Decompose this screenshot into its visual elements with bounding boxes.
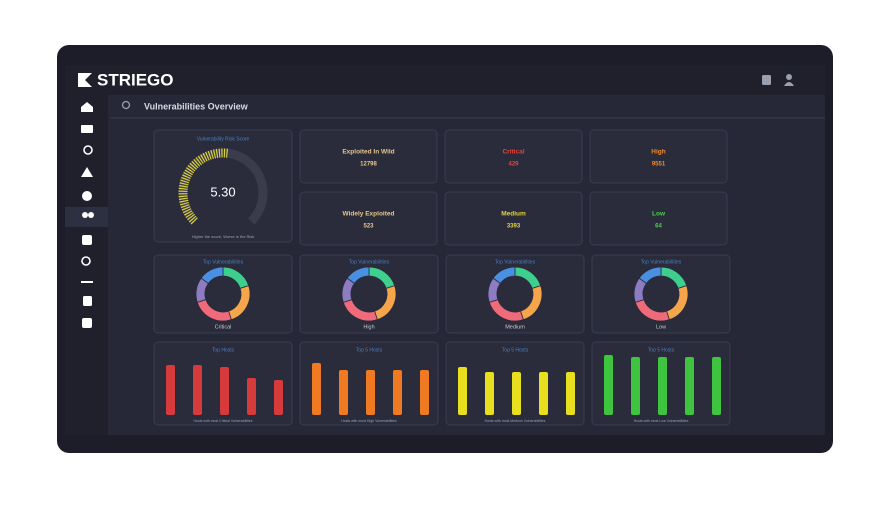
stat-label: Medium	[501, 211, 526, 218]
logo-icon	[78, 73, 92, 87]
donut-segment	[492, 266, 516, 284]
stat-value: 9551	[652, 162, 666, 168]
nav-users-2	[88, 212, 94, 218]
donut-label: Low	[656, 324, 666, 330]
donut-title: Top Vulnerabilities	[641, 259, 682, 265]
bar	[604, 355, 613, 415]
bar	[631, 357, 640, 415]
donut-title: Top Vulnerabilities	[495, 259, 536, 265]
donut-label: High	[363, 324, 374, 330]
stat-label: Widely Exploited	[343, 211, 395, 218]
bar-title: Top 5 Hosts	[502, 347, 529, 353]
bar	[458, 367, 467, 415]
bar	[685, 357, 694, 415]
panel	[444, 191, 583, 246]
panel	[445, 254, 585, 334]
page-title: Vulnerabilities Overview	[144, 101, 249, 111]
bar	[393, 370, 402, 415]
bar	[312, 363, 321, 415]
bar-caption: Hosts with most High Vulnerabilities	[341, 419, 397, 423]
gauge-fill	[178, 148, 230, 225]
donut-segment	[200, 266, 224, 284]
nav-report[interactable]	[83, 296, 92, 306]
panel	[589, 129, 728, 184]
nav-alert[interactable]	[81, 167, 93, 177]
search-icon[interactable]	[121, 100, 131, 110]
donut-label: Critical	[215, 324, 232, 330]
bar	[420, 370, 429, 415]
gauge-title: Vulnerability Risk Score	[197, 136, 250, 142]
stat-label: Exploited In Wild	[342, 149, 394, 156]
donut-segment	[638, 266, 662, 284]
donut-title: Top Vulnerabilities	[349, 259, 390, 265]
bar	[485, 372, 494, 415]
bar-title: Top 5 Hosts	[648, 347, 675, 353]
bar	[658, 357, 667, 415]
panel	[153, 254, 293, 334]
panel	[591, 254, 731, 334]
nav-check[interactable]	[82, 191, 92, 201]
user-icon-body	[784, 82, 794, 86]
top-bar	[65, 65, 825, 95]
gauge-caption: Higher the score, Worse is the Risk	[192, 234, 255, 239]
stat-label: Low	[652, 211, 666, 218]
nav-monitor[interactable]	[81, 125, 93, 133]
nav-scan[interactable]	[81, 256, 91, 266]
panel	[444, 129, 583, 184]
nav-home[interactable]	[81, 102, 93, 112]
bar	[166, 365, 175, 415]
bar-caption: Hosts with most Medium Vulnerabilities	[485, 419, 546, 423]
donut-segment	[346, 266, 370, 284]
panel	[589, 191, 728, 246]
stat-value: 3393	[507, 224, 521, 230]
stat-value: 64	[655, 224, 662, 230]
bar-title: Top Hosts	[212, 347, 235, 353]
panel	[299, 191, 438, 246]
brand: STRIEGO	[97, 70, 174, 89]
stat-label: Critical	[502, 149, 524, 156]
bar	[539, 372, 548, 415]
bar	[274, 380, 283, 415]
bar	[193, 365, 202, 415]
gauge-value: 5.30	[210, 184, 235, 199]
docs-icon[interactable]	[762, 75, 771, 85]
stat-value: 429	[508, 162, 519, 168]
bar	[366, 370, 375, 415]
nav-logout[interactable]	[82, 318, 92, 328]
bar-caption: Hosts with most Low Vulnerabilities	[634, 419, 689, 423]
nav-search[interactable]	[83, 145, 93, 155]
bar-title: Top 5 Hosts	[356, 347, 383, 353]
bar-caption: Hosts with most Critical Vulnerabilities	[194, 419, 253, 423]
bar	[712, 357, 721, 415]
bar	[512, 372, 521, 415]
donut-title: Top Vulnerabilities	[203, 259, 244, 265]
stat-label: High	[651, 149, 665, 156]
nav-db[interactable]	[82, 235, 92, 245]
user-icon[interactable]	[786, 74, 792, 80]
sidebar-icons	[65, 102, 108, 328]
donut-label: Medium	[505, 324, 525, 330]
nav-users[interactable]	[82, 212, 88, 218]
bar	[566, 372, 575, 415]
stat-value: 12798	[360, 162, 377, 168]
bar	[220, 367, 229, 415]
panel	[299, 254, 439, 334]
nav-link[interactable]	[81, 281, 93, 283]
bar	[247, 378, 256, 415]
stat-value: 523	[363, 224, 374, 230]
bar	[339, 370, 348, 415]
panel	[299, 129, 438, 184]
